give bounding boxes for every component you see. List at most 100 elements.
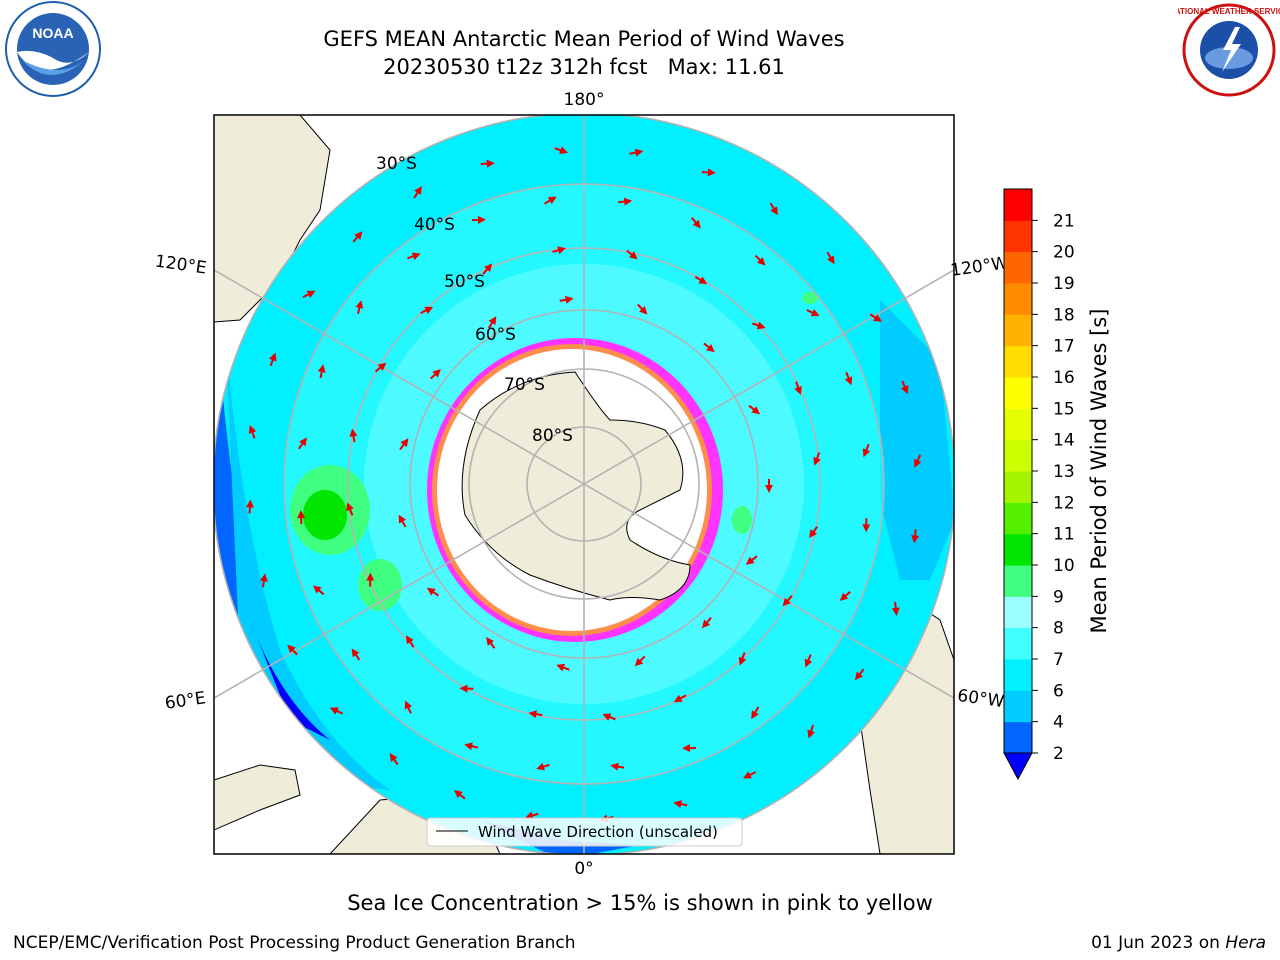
wind-wave-arrow (486, 637, 496, 649)
wind-wave-arrow (900, 380, 909, 395)
wind-wave-arrow (426, 587, 440, 597)
colorbar-segment (1004, 189, 1032, 221)
wind-wave-arrow (769, 202, 778, 216)
colorbar-tick-label: 17 (1053, 337, 1075, 357)
wind-wave-arrow (420, 306, 434, 314)
colorbar: 2 4 6 7 8 9 10 11 12 13 14 15 16 17 18 19 20 21 (1003, 188, 1075, 781)
wind-wave-arrow (248, 425, 257, 439)
antarctica-landmass (461, 371, 691, 601)
colorbar-segment (1004, 690, 1032, 723)
wind-wave-arrow (751, 706, 760, 720)
colorbar-tick-label: 6 (1053, 681, 1064, 701)
wind-wave-arrow (826, 251, 835, 265)
colorbar-tick-label: 13 (1053, 462, 1075, 482)
map-frame (213, 114, 955, 855)
wind-wave-arrow (524, 811, 539, 820)
sea-ice-note: Sea Ice Concentration > 15% is shown in … (347, 891, 933, 915)
colorbar-tick-label: 4 (1053, 713, 1064, 733)
colorbar-tick-label: 15 (1053, 399, 1075, 419)
wind-wave-arrows (245, 146, 922, 823)
wind-wave-arrow (464, 742, 479, 751)
nws-logo-icon: NATIONAL WEATHER SERVICE (1178, 3, 1280, 97)
colorbar-segment (1004, 502, 1032, 535)
chart-title: GEFS MEAN Antarctic Mean Period of Wind … (323, 27, 845, 51)
colorbar-tick-label: 12 (1053, 493, 1075, 513)
wind-wave-arrow (690, 217, 701, 229)
wind-wave-arrow (844, 371, 853, 386)
wind-wave-arrow (487, 316, 497, 329)
wind-wave-arrow (407, 252, 421, 261)
colorbar-segment (1004, 408, 1032, 441)
lat-label-50s: 50°S (444, 272, 485, 292)
wind-wave-arrow (807, 724, 815, 739)
wind-wave-arrow (854, 668, 865, 681)
colorbar-tick-label: 9 (1053, 587, 1064, 607)
footer-date-text: 01 Jun 2023 on (1091, 933, 1226, 953)
colorbar-segment (1004, 565, 1032, 597)
colorbar-segment (1004, 659, 1032, 691)
wind-wave-arrow (891, 601, 900, 616)
colorbar-segment (1004, 596, 1032, 629)
wind-wave-arrow (673, 694, 687, 703)
wind-wave-arrow (482, 263, 493, 275)
wind-wave-arrow (405, 635, 415, 648)
wind-wave-arrow (552, 246, 566, 255)
wind-wave-arrow (634, 655, 646, 667)
lat-label-80s: 80°S (532, 426, 573, 446)
wind-wave-arrow (813, 452, 821, 466)
colorbar-tick-label: 8 (1053, 619, 1064, 639)
wind-wave-arrow (701, 168, 716, 177)
wind-wave-arrow (911, 529, 920, 544)
wind-wave-arrow (738, 652, 747, 666)
wind-wave-arrow (703, 342, 715, 353)
lon-label-0: 0° (574, 859, 593, 879)
colorbar-segment (1004, 220, 1032, 253)
lon-label-120e: 120°E (154, 252, 208, 279)
wind-wave-arrow (694, 275, 708, 285)
colorbar-tick-label: 21 (1053, 211, 1075, 231)
chart-subtitle: 20230530 t12z 312h fcst Max: 11.61 (383, 55, 785, 79)
wind-wave-arrow (312, 585, 325, 596)
wind-wave-arrow (268, 352, 277, 367)
wind-wave-arrow (794, 381, 802, 395)
colorbar-tick-label: 18 (1053, 305, 1075, 325)
lon-label-120w: 120°W (949, 253, 1009, 281)
wind-wave-arrow (389, 753, 399, 766)
wind-wave-arrow (245, 499, 254, 514)
wind-wave-arrow (752, 321, 766, 330)
wind-wave-arrow (429, 369, 441, 380)
wind-wave-arrow (349, 428, 358, 443)
wind-wave-arrow (602, 713, 616, 721)
wind-wave-arrow (302, 290, 316, 299)
colorbar-tick-label: 19 (1053, 274, 1075, 294)
colorbar-segment (1004, 533, 1032, 566)
wind-wave-arrow (287, 644, 298, 656)
colorbar-tick-label: 16 (1053, 368, 1075, 388)
wind-wave-arrow (809, 526, 819, 539)
wind-wave-arrow (329, 707, 344, 715)
wind-wave-arrow (618, 197, 633, 206)
colorbar-segment (1004, 439, 1032, 472)
lat-label-60s: 60°S (475, 325, 516, 345)
latitude-labels: 30°S 40°S 50°S 60°S 70°S 80°S (376, 154, 573, 446)
wind-wave-arrow (742, 771, 756, 779)
colorbar-tick-label: 20 (1053, 243, 1075, 263)
footer-date: 01 Jun 2023 on Hera (1091, 933, 1266, 953)
colorbar-under-extension (1003, 752, 1033, 781)
colorbar-segment (1004, 377, 1032, 409)
colorbar-label: Mean Period of Wind Waves [s] (1087, 309, 1111, 634)
wind-wave-arrow (862, 443, 871, 458)
footer-credit: NCEP/EMC/Verification Post Processing Pr… (13, 933, 576, 953)
wind-wave-arrow (298, 437, 307, 450)
legend-label: Wind Wave Direction (unscaled) (478, 823, 718, 841)
wind-wave-arrow (404, 700, 413, 714)
wind-wave-arrow (869, 313, 882, 322)
wind-wave-arrow (544, 196, 557, 205)
wind-wave-arrow (351, 648, 361, 661)
colorbar-segment (1004, 251, 1032, 284)
lat-label-70s: 70°S (504, 375, 545, 395)
lat-label-30s: 30°S (376, 154, 417, 174)
wind-wave-arrow (610, 762, 625, 771)
wind-wave-arrow (554, 146, 568, 155)
